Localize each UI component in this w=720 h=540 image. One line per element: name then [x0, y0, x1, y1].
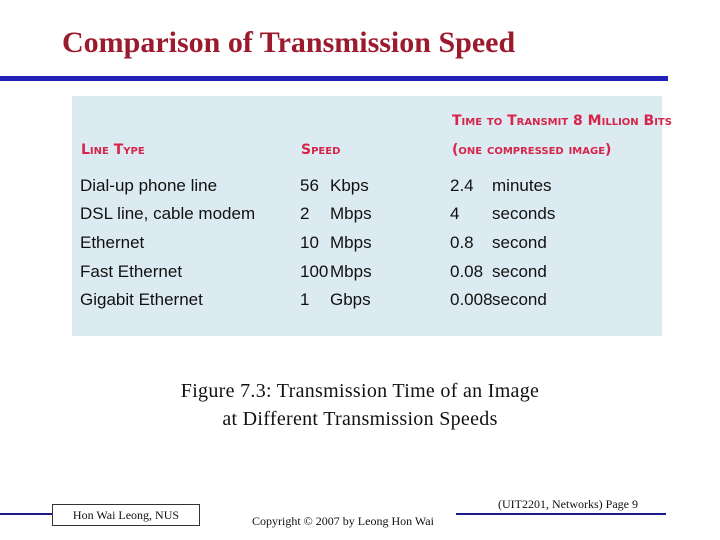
- table-cell-time-unit: second: [492, 233, 547, 252]
- figure-caption-line-2: at Different Transmission Speeds: [222, 408, 498, 430]
- table-cell-speed-value: 1: [300, 290, 310, 309]
- figure-caption-line-1: Figure 7.3: Transmission Time of an Imag…: [180, 380, 540, 402]
- footer-page-number: (UIT2201, Networks) Page 9: [498, 497, 638, 511]
- table-cell-time-value: 0.08: [450, 262, 484, 281]
- table-cell-time-value: 0.008: [450, 290, 493, 309]
- table-cell-speed-value: 10: [300, 233, 319, 252]
- header-time-sub: (one compressed image): [452, 142, 612, 158]
- table-cell-time-value: 2.4: [450, 176, 474, 195]
- table-cell-speed-unit: Mbps: [330, 204, 372, 223]
- table-cell-time-unit: second: [492, 290, 547, 309]
- speed-table: Line Type Speed Time to Transmit 8 Milli…: [72, 96, 672, 336]
- table-cell-time-value: 4: [450, 204, 460, 223]
- table-cell-speed-unit: Kbps: [330, 176, 369, 195]
- title-divider: [0, 76, 668, 81]
- footer-author: Hon Wai Leong, NUS: [52, 504, 200, 526]
- table-cell-time-unit: second: [492, 262, 547, 281]
- table-cell-line-type: Fast Ethernet: [80, 262, 183, 281]
- table-cell-speed-value: 2: [300, 204, 310, 223]
- footer-divider-left: [0, 513, 52, 515]
- page-title: Comparison of Transmission Speed: [62, 26, 516, 59]
- table-cell-time-unit: minutes: [492, 176, 552, 195]
- table-cell-speed-value: 56: [300, 176, 319, 195]
- table-cell-line-type: DSL line, cable modem: [80, 204, 256, 223]
- header-speed: Speed: [301, 142, 341, 158]
- table-cell-speed-value: 100: [300, 262, 329, 281]
- table-cell-speed-unit: Mbps: [330, 233, 372, 252]
- footer-copyright: Copyright © 2007 by Leong Hon Wai: [252, 514, 434, 528]
- table-cell-time-unit: seconds: [492, 204, 556, 223]
- footer-divider-right: [456, 513, 666, 515]
- table-cell-speed-unit: Mbps: [330, 262, 372, 281]
- table-cell-speed-unit: Gbps: [330, 290, 371, 309]
- header-line-type: Line Type: [81, 142, 145, 158]
- table-cell-line-type: Ethernet: [80, 233, 145, 252]
- table-cell-line-type: Dial-up phone line: [80, 176, 218, 195]
- table-cell-line-type: Gigabit Ethernet: [80, 290, 203, 309]
- header-time: Time to Transmit 8 Million Bits: [452, 113, 672, 129]
- table-cell-time-value: 0.8: [450, 233, 474, 252]
